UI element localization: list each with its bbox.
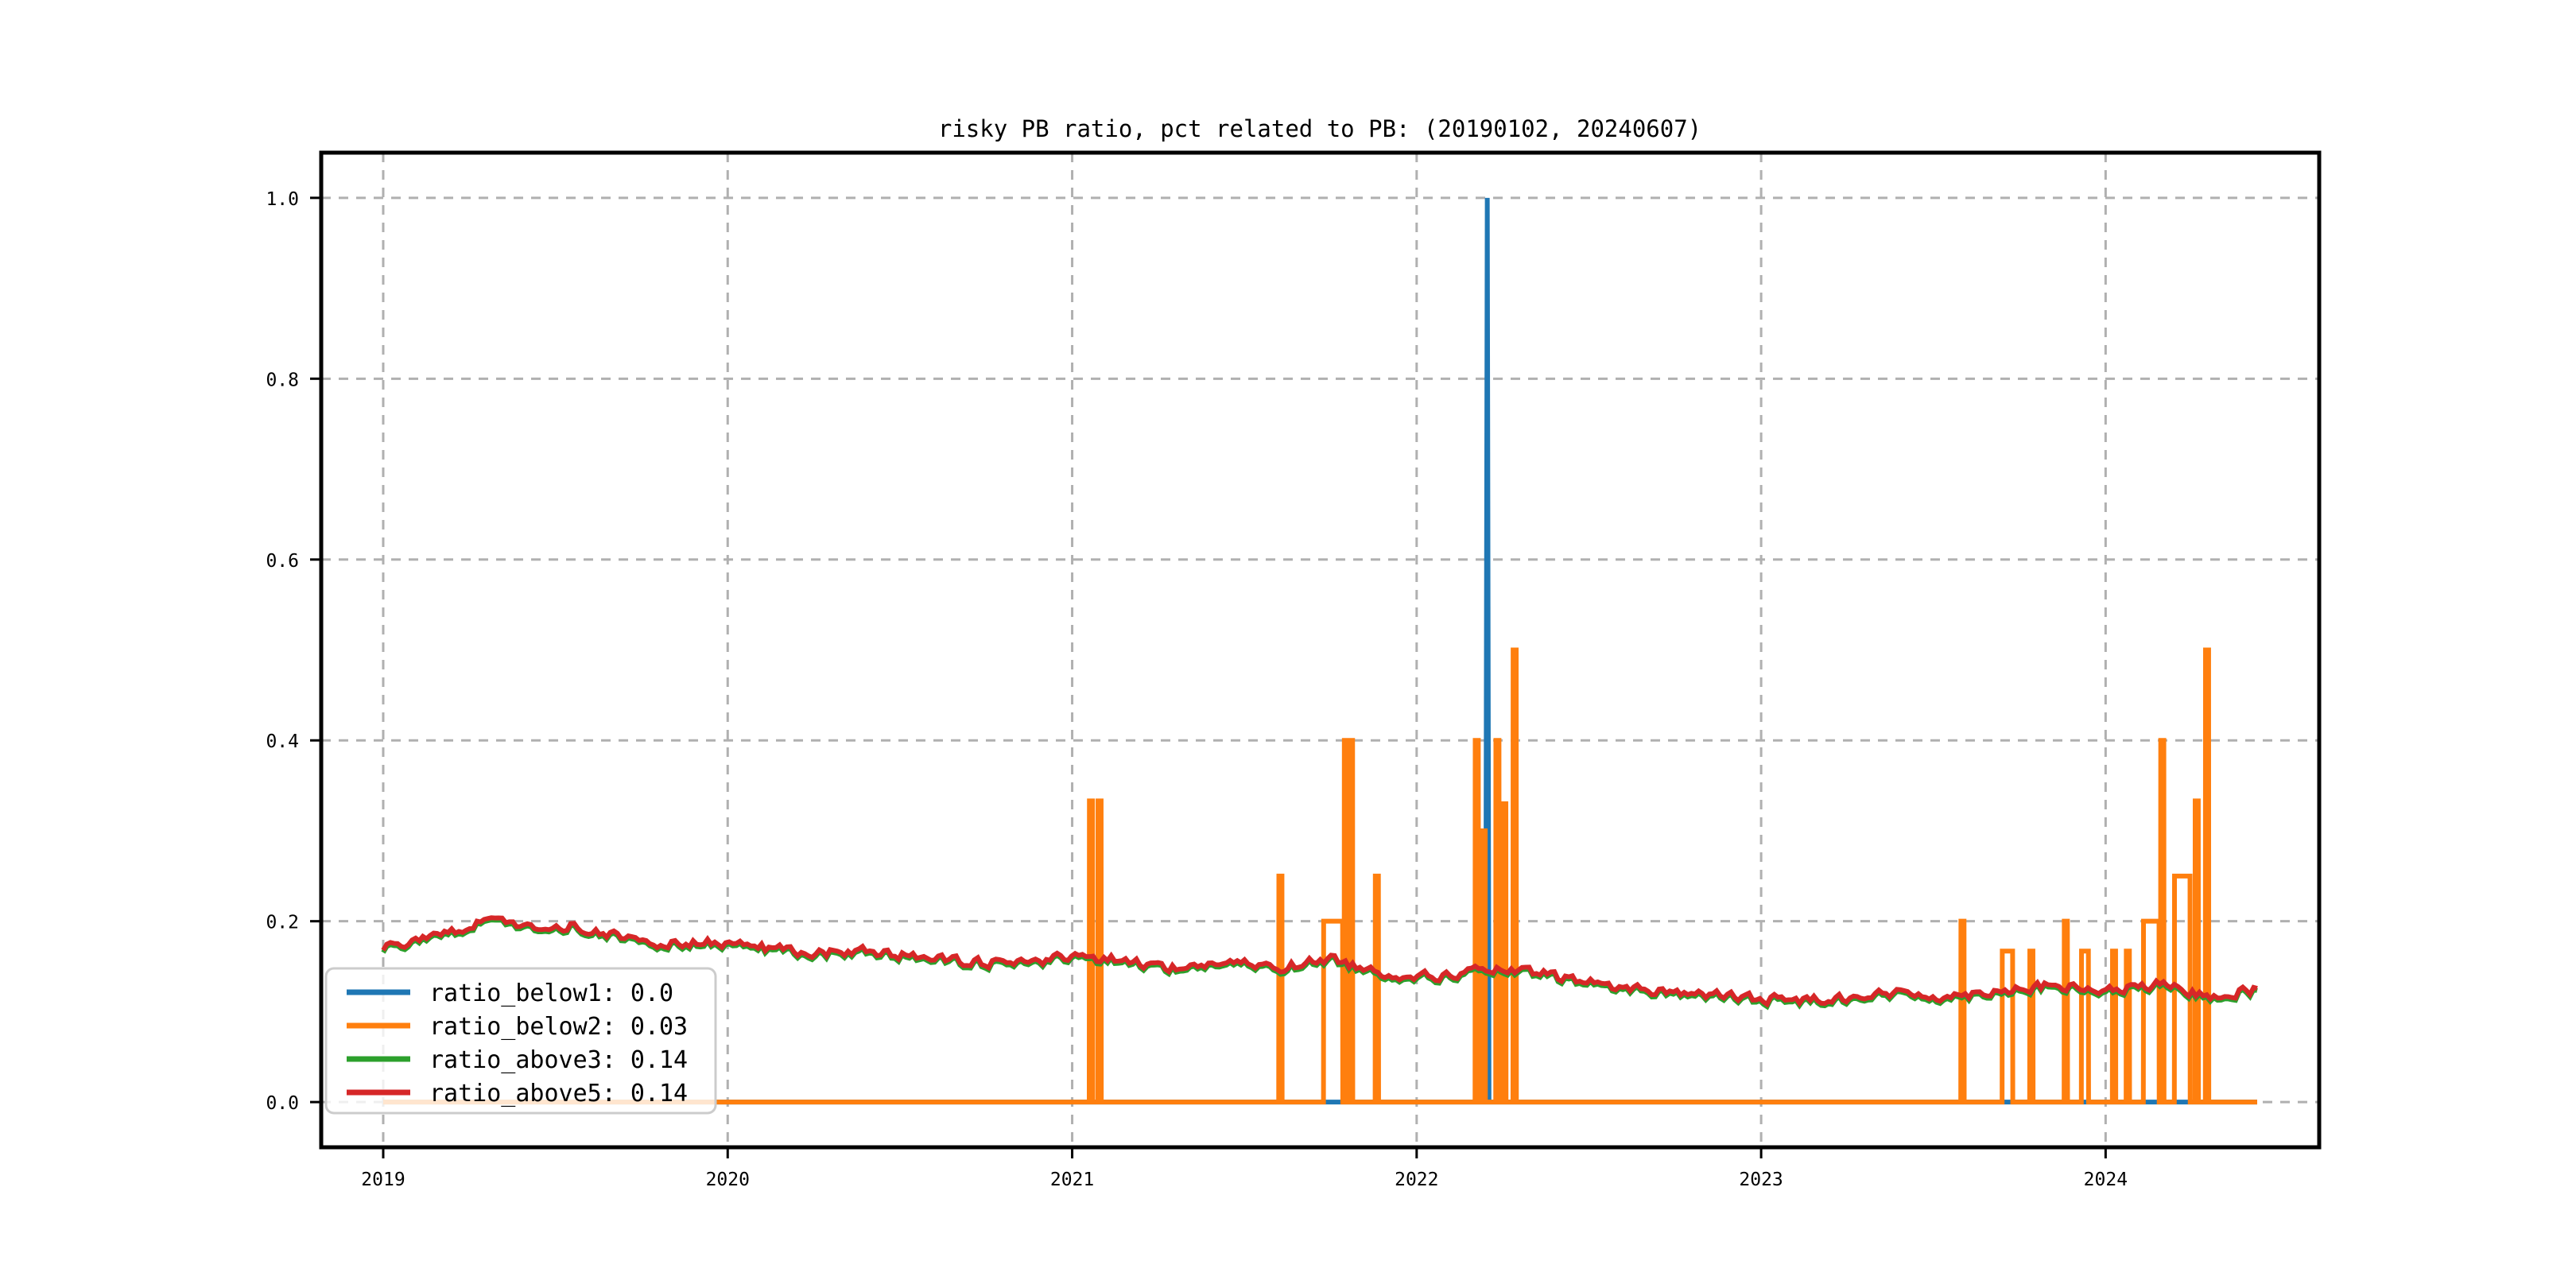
x-tick-label: 2023 <box>1739 1170 1783 1190</box>
legend-label: ratio_above3: 0.14 <box>429 1046 688 1074</box>
x-tick-label: 2024 <box>2084 1170 2128 1190</box>
data-series-layer <box>381 197 2258 1105</box>
y-tick-label: 0.2 <box>266 913 299 933</box>
legend-label: ratio_above5: 0.14 <box>429 1080 688 1108</box>
x-tick-label: 2022 <box>1395 1170 1438 1190</box>
chart-title: risky PB ratio, pct related to PB: (2019… <box>938 115 1701 142</box>
y-tick-label: 1.0 <box>266 189 299 210</box>
x-tick-label: 2020 <box>706 1170 750 1190</box>
legend-label: ratio_below1: 0.0 <box>429 980 673 1007</box>
series-line-ratio_above5 <box>381 915 2258 1008</box>
y-tick-label: 0.0 <box>266 1093 299 1114</box>
x-tick-label: 2021 <box>1050 1170 1094 1190</box>
x-tick-label: 2019 <box>361 1170 405 1190</box>
chart-legend: ratio_below1: 0.0 ratio_below2: 0.03 ratio… <box>324 967 717 1115</box>
legend-frame <box>324 967 717 1115</box>
legend-label: ratio_below2: 0.03 <box>429 1013 688 1041</box>
axes-frame <box>319 150 2322 1150</box>
tick-labels: 0.0 0.2 0.4 0.6 0.8 1.0 2019 2020 2021 2022 2023 20… <box>266 189 2128 1190</box>
y-tick-label: 0.8 <box>266 370 299 390</box>
y-tick-label: 0.6 <box>266 551 299 572</box>
series-line-ratio_below2 <box>382 647 2258 1105</box>
y-tick-label: 0.4 <box>266 731 299 752</box>
